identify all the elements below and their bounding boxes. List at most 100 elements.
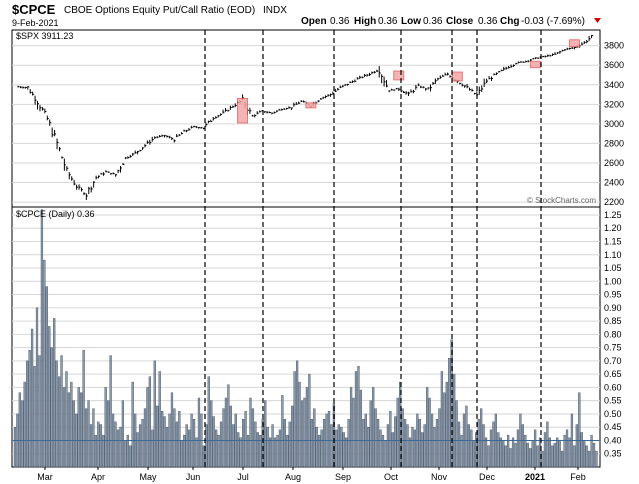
- ratio-bar: [121, 400, 125, 468]
- ratio-bar: [406, 424, 409, 468]
- price-series: [17, 34, 594, 200]
- ratio-bar: [548, 437, 551, 468]
- ratio-bar: [138, 424, 142, 468]
- ratio-bar: [349, 387, 353, 468]
- x-tick-label: Jul: [237, 472, 249, 482]
- chg-value: -0.03 (-7.69%): [521, 16, 585, 27]
- highlight-box: [568, 39, 580, 48]
- ratio-bar: [563, 434, 566, 468]
- ratio-tick-label: 1.10: [604, 250, 622, 260]
- ratio-bar: [246, 434, 250, 468]
- ratio-bar: [40, 209, 44, 468]
- ratio-bar: [372, 387, 375, 468]
- ratio-bar: [408, 437, 412, 468]
- ratio-bar: [222, 408, 225, 468]
- ratio-bar: [53, 318, 56, 468]
- ratio-bar: [322, 419, 326, 468]
- ratio-bar: [188, 429, 191, 468]
- ratio-bar: [578, 392, 581, 468]
- open-label: Open: [301, 16, 327, 27]
- ratio-bar: [337, 424, 340, 468]
- ratio-bar: [423, 424, 426, 468]
- ratio-bar: [82, 350, 85, 468]
- ratio-bar: [573, 445, 576, 468]
- ratio-bar: [524, 434, 527, 468]
- ratio-bar: [60, 355, 63, 468]
- ratio-bar: [320, 429, 323, 468]
- ratio-bar: [35, 307, 39, 468]
- price-panel-frame: [11, 29, 601, 208]
- low-value: 0.36: [423, 16, 443, 27]
- ratio-bar: [330, 424, 333, 468]
- ratio-bar: [210, 400, 213, 468]
- ratio-bar: [315, 427, 318, 468]
- price-tick-label: 3600: [604, 60, 624, 70]
- ratio-bar: [33, 365, 36, 468]
- ratio-bar: [84, 408, 88, 468]
- ratio-bar: [26, 360, 29, 468]
- ratio-bar: [428, 397, 431, 468]
- ratio-bar: [497, 432, 500, 468]
- ratio-bar: [163, 416, 166, 468]
- ratio-bar: [161, 411, 164, 468]
- low-label: Low: [401, 16, 421, 27]
- ratio-bar: [183, 434, 186, 468]
- price-gridlines: [12, 45, 600, 203]
- ratio-tick-label: 0.85: [604, 316, 622, 326]
- highlight-box: [237, 97, 249, 124]
- ratio-bar: [104, 387, 107, 468]
- ratio-bar: [455, 400, 458, 468]
- ratio-bar: [565, 429, 569, 468]
- ratio-bar: [300, 400, 304, 468]
- highlight-box: [305, 102, 317, 109]
- ratio-tick-label: 0.70: [604, 356, 622, 366]
- ratio-panel: 0.35 0.40 0.45 0.50 0.55 0.60 0.65 0.70 0.75 0.80…: [11, 206, 622, 468]
- ratio-bar: [114, 421, 117, 468]
- highlight-box: [451, 71, 463, 82]
- ratio-bar: [264, 400, 267, 468]
- ratio-bar: [87, 400, 90, 468]
- price-tick-label: 3400: [604, 80, 624, 90]
- ratio-bar: [254, 421, 257, 468]
- ratio-bar: [55, 360, 58, 468]
- ratio-bar: [376, 419, 380, 468]
- ratio-bar: [215, 429, 218, 468]
- chart-header: $CPCE CBOE Options Equity Put/Call Ratio…: [12, 2, 601, 28]
- ratio-bar: [131, 381, 134, 468]
- ratio-bar: [421, 432, 424, 468]
- ratio-bar: [244, 411, 247, 468]
- ratio-tick-label: 0.40: [604, 435, 622, 445]
- ratio-bar: [237, 432, 240, 468]
- ratio-bar: [217, 434, 220, 468]
- open-value: 0.36: [330, 16, 350, 27]
- chg-label: Chg: [500, 16, 519, 27]
- ratio-bar: [531, 440, 534, 468]
- ratio-bar: [175, 421, 179, 468]
- ratio-bar: [124, 440, 127, 468]
- ratio-bar: [21, 400, 24, 468]
- ratio-bar: [156, 405, 159, 468]
- x-tick-label: Mar: [37, 472, 53, 482]
- close-label: Close: [446, 16, 474, 27]
- ratio-bar: [386, 424, 390, 468]
- ratio-bar: [180, 440, 183, 468]
- ratio-bar: [212, 416, 215, 468]
- ratio-bar: [45, 286, 48, 468]
- ratio-bar: [102, 434, 105, 468]
- ratio-bar: [251, 408, 255, 468]
- ratio-bar: [305, 387, 309, 468]
- ratio-bar: [553, 442, 556, 468]
- ratio-bar: [278, 429, 282, 468]
- ratio-bar: [538, 437, 542, 468]
- x-tick-label: 2021: [525, 472, 545, 482]
- ratio-bar: [107, 400, 110, 468]
- ratio-bar: [18, 392, 21, 468]
- ratio-bar: [359, 389, 363, 468]
- ratio-bar: [590, 434, 593, 468]
- ratio-bar: [242, 419, 245, 468]
- ratio-bar: [413, 429, 417, 468]
- ratio-bar: [460, 434, 463, 468]
- ratio-bar: [185, 424, 188, 468]
- ratio-bar: [303, 397, 306, 468]
- x-tick-label: May: [139, 472, 157, 482]
